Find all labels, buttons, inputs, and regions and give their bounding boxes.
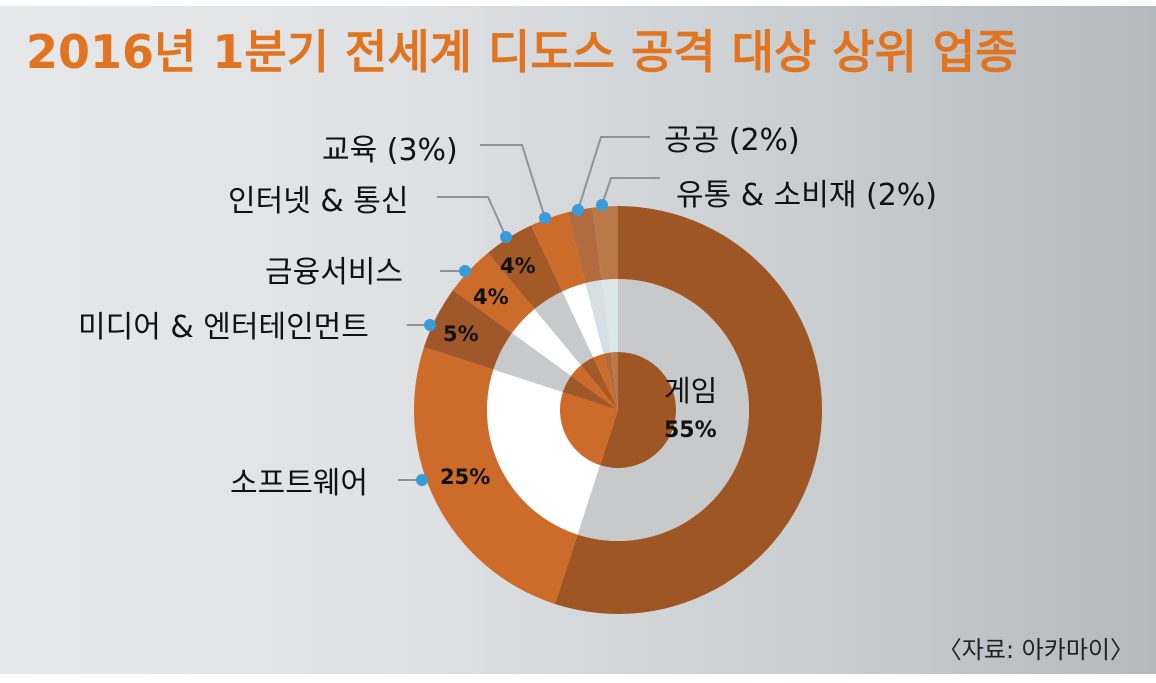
- leader-line-internet: [437, 196, 507, 238]
- label-finance: 금융서비스: [265, 255, 403, 290]
- outer-slice-0: [554, 206, 823, 614]
- slice-pct-internet: 4%: [500, 254, 536, 278]
- leader-line-retail: [601, 177, 660, 206]
- outer-slice-1: [414, 346, 578, 605]
- label-internet: 인터넷 & 통신: [228, 184, 409, 219]
- middle-slice-4: [534, 291, 594, 366]
- label-media: 미디어 & 엔터테인먼트: [78, 310, 369, 345]
- slice-pct-game: 55%: [664, 418, 717, 443]
- marker-dot-internet: [500, 231, 512, 243]
- inner-slice-2: [562, 375, 618, 410]
- inner-slice-3: [571, 365, 618, 410]
- middle-slice-1: [487, 369, 601, 535]
- middle-slice-5: [562, 283, 604, 358]
- outer-slice-4: [487, 225, 563, 310]
- inner-pie: [560, 352, 676, 468]
- outer-slice-2: [423, 290, 513, 370]
- inner-slice-4: [581, 357, 618, 410]
- marker-dot-finance: [459, 265, 471, 277]
- label-retail: 유통 & 소비재 (2%): [676, 178, 938, 213]
- middle-slice-3: [512, 309, 582, 376]
- label-education: 교육 (3%): [322, 133, 458, 168]
- source-note: 〈자료: 아카마이〉: [937, 636, 1134, 664]
- inner-slice-1: [560, 392, 618, 466]
- middle-slice-2: [493, 333, 572, 393]
- outer-slice-5: [531, 212, 586, 292]
- outer-slice-3: [452, 252, 535, 334]
- marker-dot-education: [539, 212, 551, 224]
- marker-dot-software: [416, 474, 428, 486]
- outer-slice-6: [567, 207, 602, 284]
- leader-line-education: [480, 144, 546, 219]
- inner-slice-5: [593, 353, 618, 410]
- marker-dot-retail: [596, 199, 608, 211]
- marker-dot-media: [424, 319, 436, 331]
- outer-slice-7: [592, 206, 618, 281]
- middle-slice-6: [585, 280, 611, 354]
- inner-slice-0: [600, 352, 676, 468]
- slice-pct-software: 25%: [440, 465, 491, 489]
- label-public: 공공 (2%): [664, 123, 800, 158]
- slice-pct-finance: 4%: [473, 285, 509, 309]
- middle-slice-0: [577, 279, 750, 542]
- chart-title: 2016년 1분기 전세계 디도스 공격 대상 상위 업종: [26, 25, 1018, 79]
- slice-pct-media: 5%: [443, 322, 479, 346]
- label-game: 게임: [664, 374, 718, 408]
- leader-line-public: [577, 136, 650, 211]
- inner-slice-7: [610, 352, 618, 410]
- outer-ring: [414, 206, 823, 614]
- middle-slice-7: [601, 279, 618, 353]
- label-software: 소프트웨어: [230, 466, 368, 501]
- inner-slice-6: [603, 352, 618, 410]
- middle-ring: [487, 279, 750, 542]
- marker-dot-public: [572, 204, 584, 216]
